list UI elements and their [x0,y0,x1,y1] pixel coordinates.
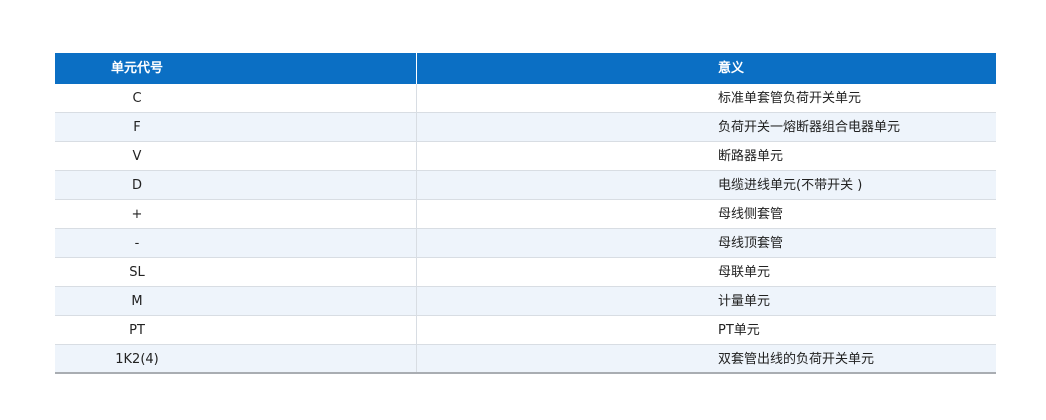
meaning-cell: PT单元 [718,323,760,338]
column-divider [416,171,417,199]
code-cell: F [133,120,141,135]
table-row: M 计量单元 [55,287,996,316]
table-row: 1K2(4) 双套管出线的负荷开关单元 [55,345,996,374]
table-row: V 断路器单元 [55,142,996,171]
code-cell: - [134,236,140,251]
code-cell: 1K2(4) [115,352,159,367]
column-divider [416,229,417,257]
column-divider [416,287,417,315]
column-divider [416,84,417,112]
code-cell: PT [129,323,145,338]
table-row: PT PT单元 [55,316,996,345]
header-cell: 单元代号 [110,61,163,76]
meaning-cell: 母线顶套管 [718,236,784,251]
meaning-cell: 母联单元 [718,265,771,280]
header-cell: 意义 [718,61,745,76]
code-cell: + [131,207,143,222]
column-divider [416,142,417,170]
table-row: SL 母联单元 [55,258,996,287]
meaning-cell: 断路器单元 [718,149,784,164]
code-cell: D [131,178,142,193]
column-divider [416,316,417,344]
table-row: - 母线顶套管 [55,229,996,258]
table-row: D 电缆进线单元(不带开关 ) [55,171,996,200]
table-row: C 标准单套管负荷开关单元 [55,84,996,113]
table-row: F 负荷开关一熔断器组合电器单元 [55,113,996,142]
meaning-cell: 计量单元 [718,294,771,309]
meaning-cell: 母线侧套管 [718,207,784,222]
column-divider [416,113,417,141]
code-cell: M [131,294,143,309]
code-cell: C [132,91,142,106]
table-header: 单元代号 意义 [55,53,996,84]
meaning-cell: 双套管出线的负荷开关单元 [718,352,875,367]
column-divider [416,200,417,228]
meaning-cell: 负荷开关一熔断器组合电器单元 [718,120,901,135]
code-cell: V [132,149,142,164]
column-divider [416,345,417,372]
meaning-cell: 电缆进线单元(不带开关 ) [718,178,863,193]
table-row: + 母线侧套管 [55,200,996,229]
column-divider [416,258,417,286]
column-divider [416,53,417,84]
meaning-cell: 标准单套管负荷开关单元 [718,91,862,106]
code-cell: SL [129,265,145,280]
table: 单元代号 意义 C 标准单套管负荷开关单元 F 负荷开关一熔断器组合电器单元 V 断路器单… [55,53,996,374]
